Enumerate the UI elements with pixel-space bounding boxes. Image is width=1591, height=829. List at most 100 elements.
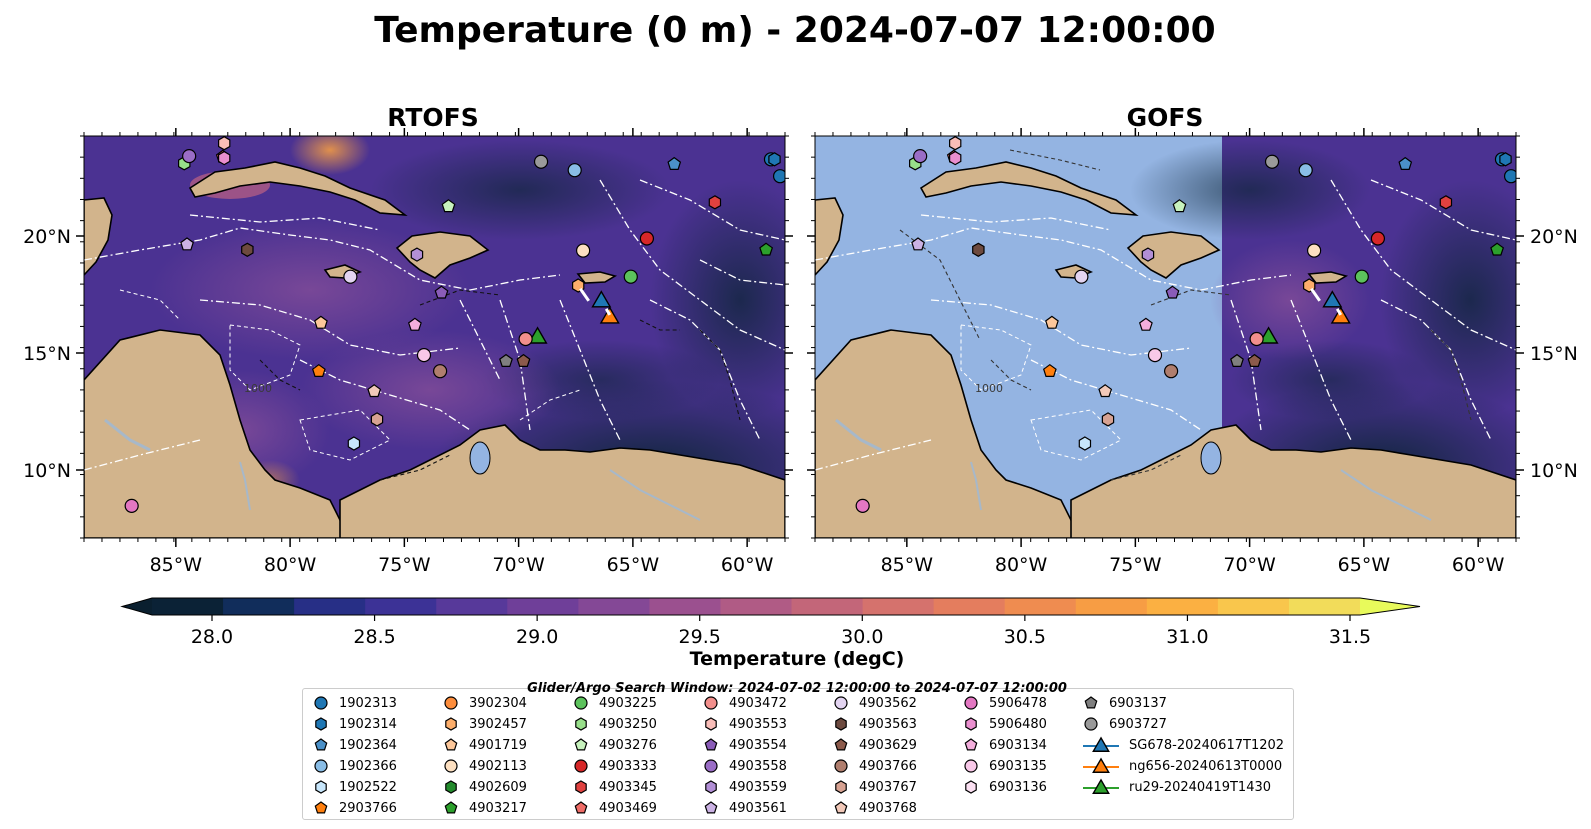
argo-float-marker: [441, 199, 456, 213]
colorbar-segment: [1288, 598, 1361, 615]
argo-float-marker: [516, 353, 531, 367]
argo-float-marker: [1141, 247, 1155, 262]
argo-float-marker: [1147, 347, 1163, 363]
argo-float-marker: [759, 242, 774, 256]
argo-float-marker: [1165, 285, 1180, 299]
legend-label: 4903217: [469, 800, 527, 816]
colorbar-segment: [1146, 598, 1219, 615]
legend-pentagon-icon: [444, 801, 458, 814]
argo-legend-icon: [575, 717, 587, 731]
argo-float-marker: [1230, 353, 1244, 367]
lon-tick-label: 80°W: [264, 554, 317, 576]
argo-float-marker: [1098, 384, 1113, 398]
legend-circle-icon: [704, 696, 718, 710]
figure-title: Temperature (0 m) - 2024-07-07 12:00:00: [374, 10, 1215, 51]
argo-float-marker: [1247, 353, 1262, 367]
legend-pentagon-icon: [704, 738, 718, 751]
glider-marker: [591, 290, 612, 308]
colorbar-segment: [507, 598, 579, 615]
glider-marker: [1322, 290, 1343, 308]
map-panel-rtofs: 1000: [84, 136, 785, 538]
legend-item: 4903472: [703, 693, 787, 713]
glider-legend-icon: [1083, 757, 1119, 773]
argo-legend-icon: [444, 696, 458, 710]
colorbar-segment: [1075, 598, 1148, 615]
legend-circle-icon: [834, 759, 848, 773]
legend-pentagon-icon: [834, 738, 848, 751]
legend-circle-icon: [574, 696, 588, 710]
glider-legend-icon: [1083, 778, 1119, 794]
legend-item: 6903137: [1083, 693, 1167, 713]
colorbar-over-extension: [1360, 598, 1420, 615]
legend-label: 4902609: [469, 779, 527, 795]
argo-legend-icon: [574, 696, 588, 710]
argo-legend-icon: [704, 696, 718, 710]
legend-item: 6903727: [1083, 714, 1167, 734]
argo-float-marker: [1354, 269, 1369, 284]
legend-hexagon-icon: [315, 780, 327, 794]
argo-legend-icon: [314, 801, 328, 814]
argo-float-marker: [768, 152, 781, 167]
lon-tick-label: 85°W: [150, 554, 203, 576]
argo-float-marker: [1499, 152, 1512, 167]
argo-float-marker: [410, 247, 424, 262]
argo-legend-icon: [445, 717, 457, 731]
argo-legend-icon: [1084, 696, 1098, 709]
legend-item: ru29-20240419T1430: [1083, 777, 1271, 797]
colorbar-segment: [1217, 598, 1290, 615]
argo-legend-icon: [834, 759, 848, 773]
glider-track: [1335, 308, 1343, 316]
legend-label: 4901719: [469, 737, 527, 753]
legend-item: 3902304: [443, 693, 527, 713]
argo-legend-icon: [444, 759, 458, 773]
argo-legend-icon: [314, 759, 328, 773]
legend-item: 4903217: [443, 798, 527, 818]
argo-float-marker: [576, 243, 591, 258]
legend-circle-icon: [834, 696, 848, 710]
colorbar-tick-label: 30.5: [1004, 626, 1046, 648]
argo-float-marker: [314, 315, 328, 329]
legend-label: 4903558: [729, 758, 787, 774]
legend-circle-icon: [314, 696, 328, 710]
legend-item: 4903553: [703, 714, 787, 734]
colorbar-tick-label: 29.0: [516, 626, 558, 648]
colorbar-tick-label: 28.0: [191, 626, 233, 648]
colorbar-tick-label: 28.5: [353, 626, 395, 648]
argo-legend-icon: [704, 759, 718, 773]
legend-hexagon-icon: [705, 717, 717, 731]
lon-tick-label: 70°W: [1223, 554, 1276, 576]
glider-marker: [1258, 326, 1279, 344]
legend-label: 3902304: [469, 695, 527, 711]
colorbar-tick-label: 31.0: [1166, 626, 1208, 648]
legend-label: ng656-20240613T0000: [1129, 758, 1283, 774]
colorbar-segment: [152, 598, 224, 615]
argo-legend-icon: [315, 717, 327, 731]
argo-legend-icon: [575, 780, 587, 794]
glider-track: [1310, 287, 1321, 302]
argo-legend-icon: [704, 801, 718, 814]
argo-legend-icon: [834, 738, 848, 751]
legend-item: 1902522: [313, 777, 397, 797]
legend-label: 4903553: [729, 716, 787, 732]
legend-label: 4903563: [859, 716, 917, 732]
argo-float-marker: [218, 136, 231, 151]
lon-tick-label: 85°W: [881, 554, 934, 576]
colorbar-tick-label: 30.0: [841, 626, 883, 648]
legend-label: 5906478: [989, 695, 1047, 711]
legend: 1902313 1902314 1902364 1902366 1902522 29037…: [302, 688, 1294, 820]
legend-circle-icon: [444, 759, 458, 773]
argo-float-marker: [1164, 364, 1179, 379]
argo-float-marker: [567, 163, 582, 178]
legend-label: 4903559: [729, 779, 787, 795]
argo-legend-icon: [834, 696, 848, 710]
legend-label: 4903333: [599, 758, 657, 774]
argo-float-marker: [518, 331, 533, 347]
argo-legend-icon: [705, 780, 717, 794]
argo-legend-icon: [835, 780, 847, 794]
legend-label: 6903135: [989, 758, 1047, 774]
legend-hexagon-icon: [315, 717, 327, 731]
legend-triangle-icon: [1092, 736, 1110, 752]
colorbar: 28.0 28.5 29.0 29.5 30.0 30.5 31.0 31.5: [120, 597, 1421, 648]
argo-legend-icon: [964, 696, 978, 710]
argo-legend-icon: [444, 738, 458, 751]
